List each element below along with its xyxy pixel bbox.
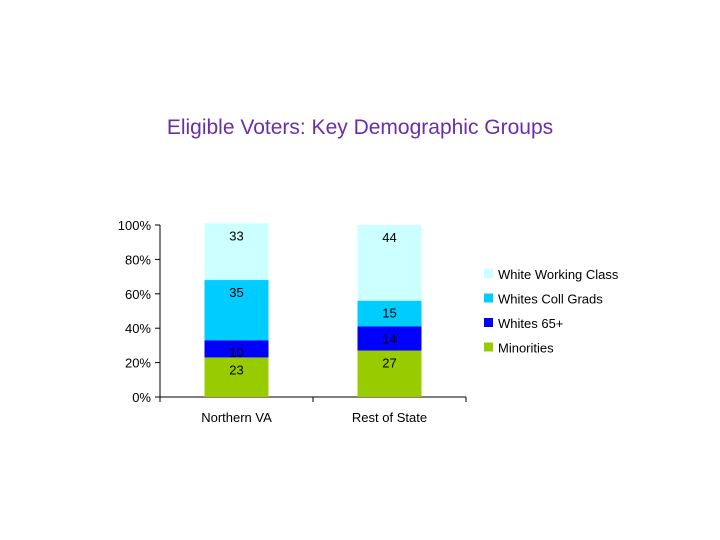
x-category-label: Rest of State	[352, 410, 427, 425]
data-label: 10	[229, 345, 243, 360]
data-label: 44	[382, 230, 396, 245]
bars	[204, 223, 422, 397]
bar-segment	[357, 326, 422, 351]
data-label: 35	[229, 285, 243, 300]
bar-segment	[204, 280, 269, 341]
y-tick-label: 0%	[132, 390, 151, 405]
bar-segment	[357, 225, 422, 301]
legend-label: Whites Coll Grads	[498, 292, 603, 307]
axes: 0% 20% 40% 60% 80% 100% Northern VA Rest of Sta…	[118, 218, 467, 425]
bar-segment	[204, 357, 269, 397]
x-category-label: Northern VA	[201, 410, 272, 425]
legend-label: Minorities	[498, 341, 554, 356]
bar-segment	[357, 350, 422, 397]
bar-segment	[204, 340, 269, 358]
data-labels: 23 10 35 33 27 14 15 44	[229, 228, 396, 377]
data-label: 33	[229, 228, 243, 243]
data-label: 23	[229, 362, 243, 377]
legend-label: White Working Class	[498, 267, 619, 282]
bar-segment	[204, 223, 269, 281]
y-tick-label: 20%	[125, 356, 151, 371]
y-tick-label: 100%	[118, 218, 152, 233]
legend: White Working Class Whites Coll Grads Whit…	[484, 267, 619, 356]
y-tick-label: 40%	[125, 321, 151, 336]
legend-swatch	[484, 342, 493, 352]
legend-swatch	[484, 318, 493, 327]
legend-swatch	[484, 269, 493, 278]
legend-label: Whites 65+	[498, 316, 563, 331]
legend-swatch	[484, 293, 493, 303]
data-label: 14	[382, 331, 396, 346]
y-tick-label: 60%	[125, 287, 151, 302]
data-label: 15	[382, 306, 396, 321]
y-tick-label: 80%	[125, 252, 151, 267]
data-label: 27	[382, 356, 396, 371]
chart-title: Eligible Voters: Key Demographic Groups	[166, 116, 554, 139]
bar-segment	[357, 300, 422, 327]
